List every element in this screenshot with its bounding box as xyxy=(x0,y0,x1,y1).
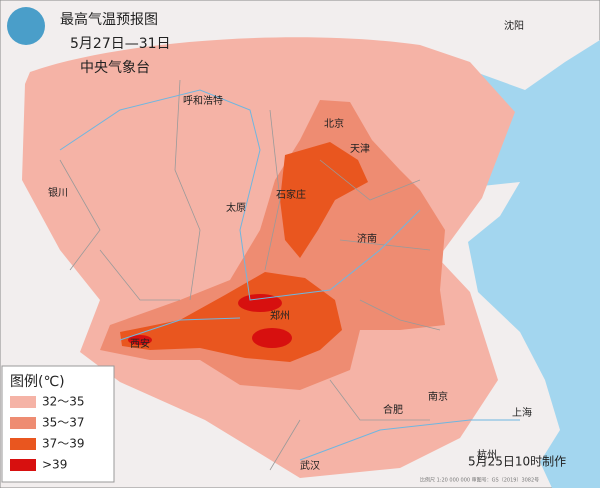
legend-swatch xyxy=(10,459,36,471)
heat-zone-3 xyxy=(280,142,368,258)
city-label: 太原 xyxy=(226,201,246,214)
city-label: 南京 xyxy=(428,390,448,403)
heat-zone-4b xyxy=(252,328,292,348)
city-label: 杭州 xyxy=(477,448,497,461)
heat-zone-4 xyxy=(238,294,282,312)
agency: 中央气象台 xyxy=(80,60,150,76)
legend-label: 32～35 xyxy=(42,395,85,409)
city-label: 石家庄 xyxy=(276,188,306,201)
legend-swatch xyxy=(10,438,36,450)
city-label: 沈阳 xyxy=(504,19,524,32)
city-label: 武汉 xyxy=(300,459,320,472)
city-label: 银川 xyxy=(48,186,68,199)
city-label: 郑州 xyxy=(270,309,290,322)
legend-title: 图例(℃) xyxy=(10,374,65,390)
city-label: 北京 xyxy=(324,117,344,130)
city-label: 济南 xyxy=(357,232,377,245)
heat-zone-4c xyxy=(128,335,152,345)
issued: 5月25日10时制作 xyxy=(468,455,566,469)
legend-swatch xyxy=(10,396,36,408)
legend-label: >39 xyxy=(42,458,67,472)
title: 最高气温预报图 xyxy=(60,11,158,28)
city-label: 合肥 xyxy=(383,403,403,416)
river xyxy=(59,89,520,461)
legend-swatch xyxy=(10,417,36,429)
city-label: 天津 xyxy=(350,143,370,155)
city-label: 西安 xyxy=(130,337,150,350)
city-label: 上海 xyxy=(512,406,532,419)
legend-label: 37～39 xyxy=(42,437,85,451)
logo xyxy=(7,7,45,45)
city-label: 呼和浩特 xyxy=(183,95,223,107)
legend-label: 35～37 xyxy=(42,416,85,430)
date-range: 5月27日—31日 xyxy=(70,36,171,52)
footnote: 比例尺 1:20 000 000 审图号：GS（2019）3082号 xyxy=(420,477,539,484)
